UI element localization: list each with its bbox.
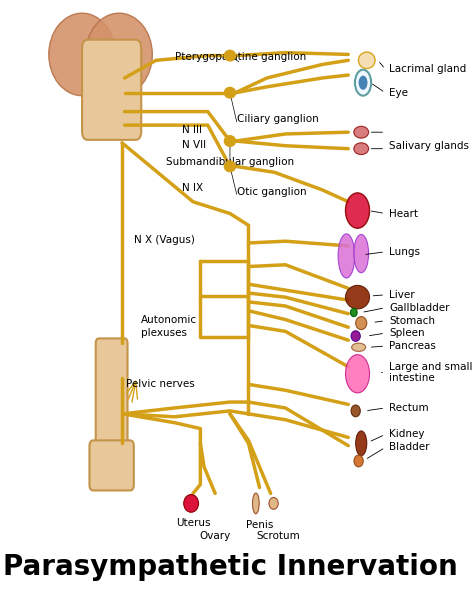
Text: Scrotum: Scrotum	[256, 531, 300, 541]
Ellipse shape	[354, 126, 369, 138]
Ellipse shape	[224, 161, 236, 172]
Text: Ciliary ganglion: Ciliary ganglion	[237, 114, 319, 124]
Ellipse shape	[351, 405, 360, 417]
Ellipse shape	[49, 13, 115, 96]
Ellipse shape	[346, 355, 370, 393]
Text: Lacrimal gland: Lacrimal gland	[389, 64, 466, 74]
FancyBboxPatch shape	[90, 440, 134, 490]
Text: Pelvic nerves: Pelvic nerves	[127, 379, 195, 390]
Text: Parasympathetic Innervation: Parasympathetic Innervation	[2, 553, 457, 581]
Text: Lungs: Lungs	[389, 247, 420, 257]
Text: Ovary: Ovary	[200, 531, 231, 541]
FancyBboxPatch shape	[96, 339, 128, 472]
Ellipse shape	[354, 143, 369, 155]
Ellipse shape	[253, 493, 259, 514]
Ellipse shape	[346, 285, 370, 309]
Text: Bladder: Bladder	[389, 442, 429, 452]
Text: Gallbladder: Gallbladder	[389, 303, 449, 313]
Ellipse shape	[354, 455, 363, 467]
Text: Eye: Eye	[389, 88, 408, 98]
Text: N III: N III	[182, 125, 202, 135]
Text: Rectum: Rectum	[389, 403, 428, 413]
Text: Pancreas: Pancreas	[389, 341, 436, 351]
Text: Spleen: Spleen	[389, 328, 425, 338]
Circle shape	[355, 70, 371, 96]
Text: Heart: Heart	[389, 208, 418, 218]
Text: Liver: Liver	[389, 290, 415, 300]
Circle shape	[359, 76, 367, 90]
Ellipse shape	[356, 431, 367, 456]
Text: N IX: N IX	[182, 183, 203, 193]
Ellipse shape	[358, 52, 375, 69]
Ellipse shape	[352, 343, 365, 352]
Text: Autonomic: Autonomic	[141, 314, 197, 324]
Text: Penis: Penis	[246, 520, 273, 530]
Text: Large and small: Large and small	[389, 362, 473, 372]
Ellipse shape	[86, 13, 152, 96]
Text: N VII: N VII	[182, 140, 206, 150]
Ellipse shape	[224, 50, 236, 61]
FancyBboxPatch shape	[82, 40, 141, 140]
Text: Stomach: Stomach	[389, 316, 435, 326]
Ellipse shape	[184, 494, 199, 512]
Ellipse shape	[338, 234, 355, 278]
Text: Otic ganglion: Otic ganglion	[237, 186, 307, 197]
Ellipse shape	[224, 136, 236, 146]
Ellipse shape	[269, 497, 278, 509]
Text: plexuses: plexuses	[141, 327, 187, 337]
Text: intestine: intestine	[389, 374, 435, 384]
Ellipse shape	[350, 308, 357, 317]
Ellipse shape	[356, 317, 367, 330]
Text: Kidney: Kidney	[389, 429, 424, 439]
Ellipse shape	[224, 88, 236, 98]
Ellipse shape	[354, 234, 369, 273]
Ellipse shape	[346, 193, 370, 229]
Text: N X (Vagus): N X (Vagus)	[134, 235, 195, 245]
Text: Uterus: Uterus	[176, 518, 210, 528]
Ellipse shape	[351, 331, 360, 342]
Text: Submandibular ganglion: Submandibular ganglion	[166, 157, 294, 168]
Text: Pterygopalatine ganglion: Pterygopalatine ganglion	[175, 52, 307, 62]
Text: Salivary glands: Salivary glands	[389, 141, 469, 151]
